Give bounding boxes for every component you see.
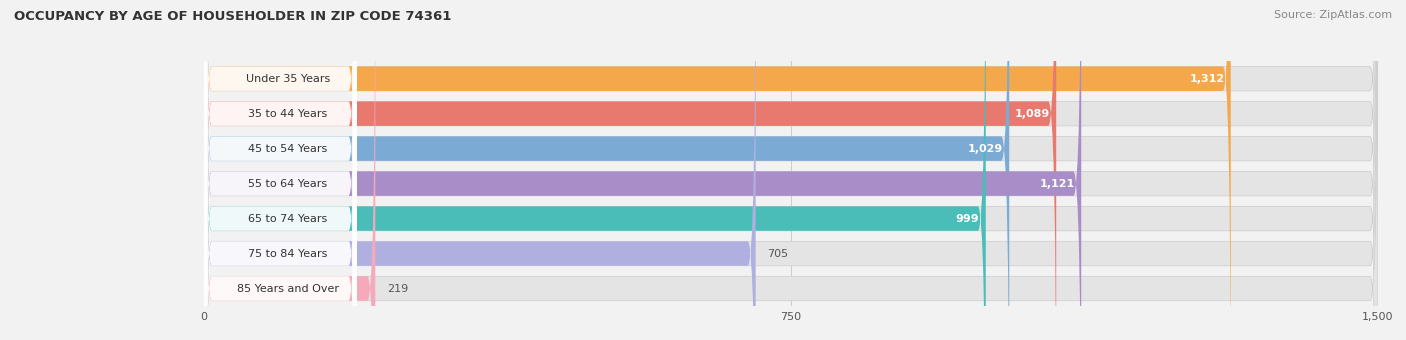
FancyBboxPatch shape — [204, 0, 755, 340]
FancyBboxPatch shape — [204, 0, 357, 340]
FancyBboxPatch shape — [204, 0, 357, 340]
FancyBboxPatch shape — [204, 0, 1056, 340]
Text: 1,089: 1,089 — [1015, 109, 1050, 119]
Text: Source: ZipAtlas.com: Source: ZipAtlas.com — [1274, 10, 1392, 20]
FancyBboxPatch shape — [204, 0, 357, 340]
Text: 999: 999 — [956, 214, 980, 224]
Text: OCCUPANCY BY AGE OF HOUSEHOLDER IN ZIP CODE 74361: OCCUPANCY BY AGE OF HOUSEHOLDER IN ZIP C… — [14, 10, 451, 23]
FancyBboxPatch shape — [204, 0, 1378, 340]
FancyBboxPatch shape — [204, 0, 1010, 340]
Text: 85 Years and Over: 85 Years and Over — [236, 284, 339, 293]
FancyBboxPatch shape — [204, 0, 1378, 340]
Text: 1,312: 1,312 — [1189, 74, 1225, 84]
FancyBboxPatch shape — [204, 0, 1378, 340]
Text: Under 35 Years: Under 35 Years — [246, 74, 330, 84]
FancyBboxPatch shape — [204, 0, 357, 340]
FancyBboxPatch shape — [204, 0, 357, 340]
Text: 1,029: 1,029 — [967, 143, 1002, 154]
Text: 55 to 64 Years: 55 to 64 Years — [249, 178, 328, 189]
FancyBboxPatch shape — [204, 0, 1378, 340]
Text: 1,121: 1,121 — [1039, 178, 1076, 189]
FancyBboxPatch shape — [204, 0, 1378, 340]
FancyBboxPatch shape — [204, 0, 375, 340]
FancyBboxPatch shape — [204, 0, 1378, 340]
Text: 35 to 44 Years: 35 to 44 Years — [249, 109, 328, 119]
FancyBboxPatch shape — [204, 0, 986, 340]
Text: 75 to 84 Years: 75 to 84 Years — [247, 249, 328, 258]
FancyBboxPatch shape — [204, 0, 1378, 340]
Text: 65 to 74 Years: 65 to 74 Years — [249, 214, 328, 224]
Text: 45 to 54 Years: 45 to 54 Years — [249, 143, 328, 154]
FancyBboxPatch shape — [204, 0, 1081, 340]
FancyBboxPatch shape — [204, 0, 1230, 340]
Text: 219: 219 — [387, 284, 408, 293]
Text: 705: 705 — [768, 249, 789, 258]
FancyBboxPatch shape — [204, 0, 357, 340]
FancyBboxPatch shape — [204, 0, 357, 340]
